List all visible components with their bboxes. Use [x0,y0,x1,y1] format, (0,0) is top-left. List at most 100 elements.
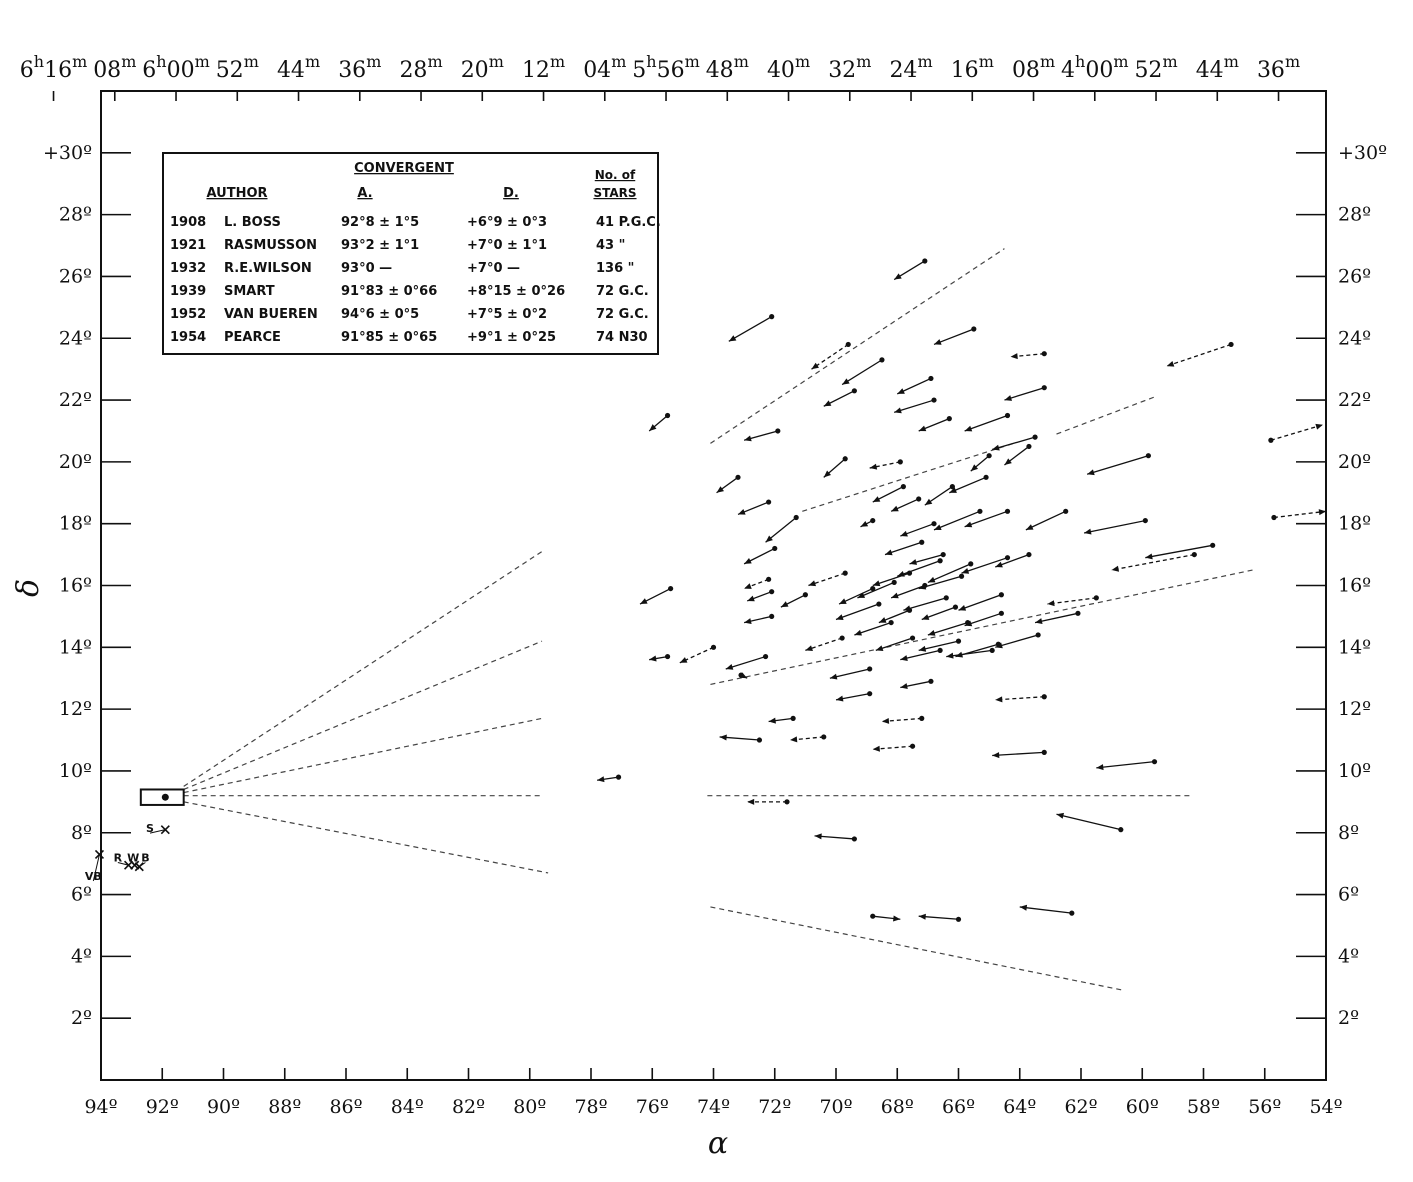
motion-vector [918,575,962,590]
star-dot [1191,551,1197,558]
star-dot [802,592,808,598]
star-dot [842,456,848,462]
arrow-head [842,378,850,385]
convergence-lines [183,248,1253,991]
table-rows: 1908 L. BOSS 92°8 ± 1°5 +6°9 ± 0°3 41 P.G.C.… [170,215,661,345]
arrow-head [958,605,967,611]
star-dot [769,589,775,595]
top-tick-label: 6h16m [20,52,87,83]
star-dot [952,604,959,610]
y-tick-label-left: 28º [59,204,92,226]
table-cell: R.E.WILSON [224,261,312,276]
arrow-head [918,583,927,590]
motion-vector [1166,343,1232,367]
star-dot [940,551,946,558]
arrow-head [872,745,880,752]
x-tick-label: 74º [697,1096,730,1118]
star-dot [1268,437,1274,443]
arrow-head [872,496,881,503]
motion-vector [992,751,1045,757]
table-cell: RASMUSSON [224,238,317,253]
y-tick-label-right: 12º [1338,698,1371,720]
arrow-head [857,592,866,598]
convergent-table-frame [162,152,659,355]
star-dot [1035,632,1041,638]
table-cell: 1908 [170,215,206,230]
arrow-head [970,464,979,472]
convergence-line [183,640,543,791]
star-dot [1228,341,1234,348]
convergence-line [802,442,1014,512]
star-dot [888,619,894,626]
y-tick-label-left: 20º [59,451,92,473]
col-author: AUTHOR [206,186,267,201]
arrow-head [885,549,893,556]
arrow-head [640,598,648,605]
top-tick-label: 36m [338,52,381,83]
motion-vector [1270,424,1324,441]
star-dot [916,496,922,502]
top-tick-label: 52m [216,52,259,83]
star-dot [1069,910,1075,916]
star-dot [931,397,937,403]
arrow-head [1166,360,1175,367]
author-marker-label: R [114,851,123,864]
arrow-head [949,487,957,493]
star-dot [668,585,674,592]
x-tick-label: 58º [1187,1096,1220,1118]
x-tick-label: 56º [1248,1096,1281,1118]
arrow-head [891,505,899,512]
arrow-head [918,645,927,652]
author-marker-label: VB [85,870,102,883]
convergence-line [1056,396,1155,435]
y-tick-label-right: +30º [1338,142,1387,164]
star-dot [769,314,775,320]
arrow-head [1056,812,1065,819]
star-dot [1026,443,1032,450]
y-tick-label-right: 18º [1338,513,1371,535]
star-dot [977,508,983,514]
arrow-head [597,776,605,783]
author-marker-label: B [141,851,149,864]
motion-vector [1047,597,1097,605]
x-tick-label: 64º [1003,1096,1036,1118]
motion-vector [933,328,975,346]
table-cell: +6°9 ± 0°3 [467,215,547,230]
col-stars-line2: STARS [593,186,636,200]
star-dot [772,545,778,552]
axis-ticks [52,91,1327,1080]
arrow-head [744,583,752,589]
star-dot [1093,595,1099,601]
arrow-head [860,520,869,527]
table-cell: 1921 [170,238,206,253]
star-dot [891,579,897,586]
author-convergent-markers: S R W B VB [85,822,170,883]
table-cell: 93°2 ± 1°1 [341,238,419,253]
y-tick-label-left: 4º [71,945,92,967]
arrow-head [1111,565,1120,572]
star-dot [983,474,989,480]
arrow-head [1096,764,1104,771]
star-dot [900,484,906,490]
x-tick-label: 84º [391,1096,424,1118]
star-dot [1145,453,1151,459]
arrow-head [823,400,832,407]
arrow-head [992,444,1000,451]
star-dot [989,647,995,654]
top-tick-label: 04m [583,52,626,83]
star-dot [968,561,974,567]
motion-vector [1019,906,1072,914]
top-tick-label: 12m [522,52,565,83]
top-tick-label: 48m [706,52,749,83]
convergence-line [183,801,549,874]
table-cell: 43 " [596,238,625,253]
arrow-head [744,618,752,624]
table-cell: 136 " [596,261,634,276]
arrow-head [747,595,755,602]
star-dot [870,585,876,592]
arrow-head [728,335,737,342]
arrow-head [744,435,752,442]
top-tick-label: 4h00m [1061,52,1128,83]
star-dot [909,743,916,749]
